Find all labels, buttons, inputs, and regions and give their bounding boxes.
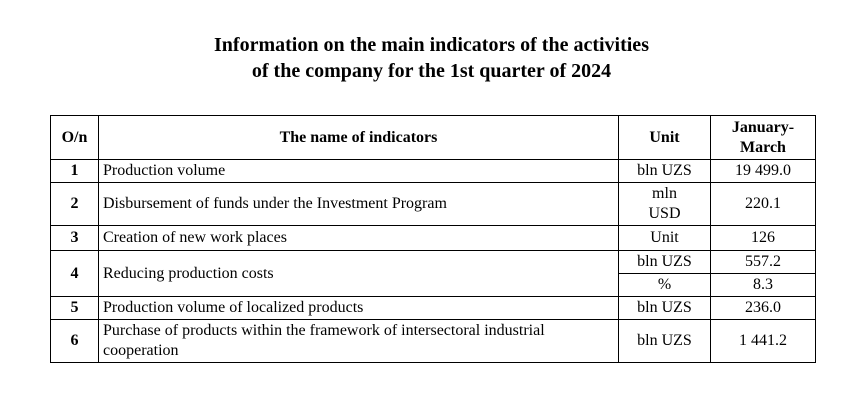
cell-value: 126 [710, 225, 816, 251]
cell-unit: bln UZS [618, 250, 711, 274]
table-row: 1 Production volume bln UZS 19 499.0 [50, 159, 816, 183]
table-header-row: O/n The name of indicators Unit January-… [50, 115, 816, 160]
cell-on: 5 [50, 296, 99, 320]
cell-value: 8.3 [710, 273, 816, 297]
header-cell-on: O/n [50, 115, 99, 160]
cell-on: 2 [50, 182, 99, 226]
cell-unit: % [618, 273, 711, 297]
cell-value: 19 499.0 [710, 159, 816, 183]
title-line-2: of the company for the 1st quarter of 20… [251, 60, 612, 82]
cell-unit: bln UZS [618, 319, 711, 363]
table-row: 2 Disbursement of funds under the Invest… [50, 182, 816, 226]
indicators-table: O/n The name of indicators Unit January-… [50, 115, 816, 363]
table-row: 6 Purchase of products within the framew… [50, 319, 816, 363]
table-row: 3 Creation of new work places Unit 126 [50, 225, 816, 251]
cell-on: 6 [50, 319, 99, 363]
cell-on: 4 [50, 250, 99, 297]
cell-name: Creation of new work places [98, 225, 619, 251]
document-title: Information on the main indicators of th… [0, 0, 863, 84]
cell-value: 557.2 [710, 250, 816, 274]
header-cell-unit: Unit [618, 115, 711, 160]
cell-value: 236.0 [710, 296, 816, 320]
cell-on: 1 [50, 159, 99, 183]
cell-name: Production volume [98, 159, 619, 183]
cell-unit: Unit [618, 225, 711, 251]
title-line-1: Information on the main indicators of th… [214, 34, 649, 56]
cell-name: Reducing production costs [98, 250, 619, 297]
cell-unit: bln UZS [618, 159, 711, 183]
table-row: 4 Reducing production costs bln UZS 557.… [50, 250, 816, 297]
table-row: 5 Production volume of localized product… [50, 296, 816, 320]
cell-unit: mln USD [618, 182, 711, 226]
header-cell-period: January-March [710, 115, 816, 160]
cell-name: Disbursement of funds under the Investme… [98, 182, 619, 226]
header-cell-name: The name of indicators [98, 115, 619, 160]
cell-name: Production volume of localized products [98, 296, 619, 320]
table-subrow: % 8.3 [51, 273, 816, 297]
cell-unit: bln UZS [618, 296, 711, 320]
cell-value: 220.1 [710, 182, 816, 226]
cell-name: Purchase of products within the framewor… [98, 319, 619, 363]
cell-value: 1 441.2 [710, 319, 816, 363]
cell-on: 3 [50, 225, 99, 251]
